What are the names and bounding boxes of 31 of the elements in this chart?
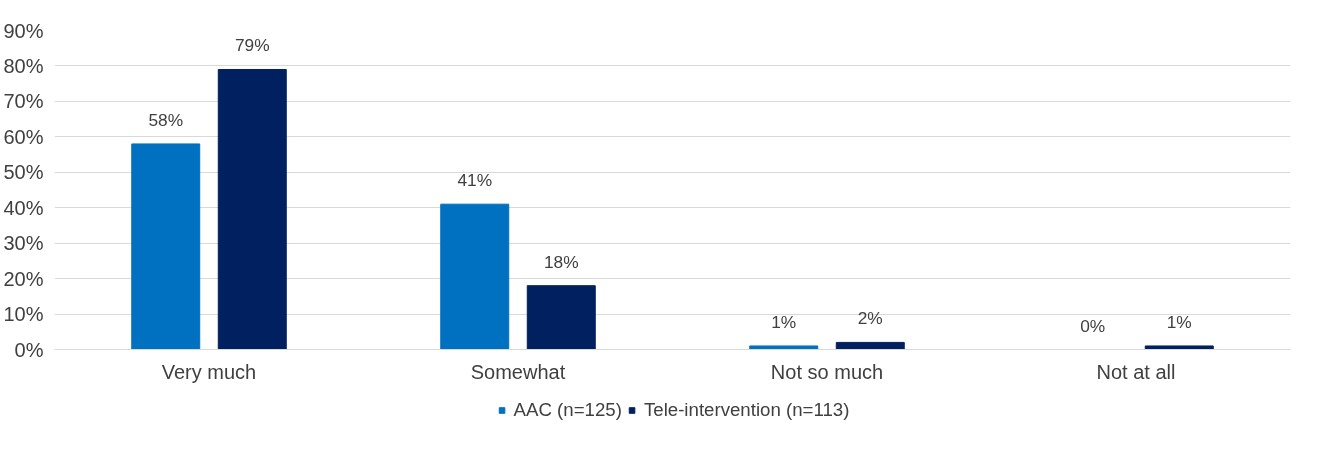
bar bbox=[1144, 345, 1214, 350]
bar bbox=[217, 68, 287, 350]
y-tick-label: 80% bbox=[3, 54, 44, 77]
data-label: 18% bbox=[543, 251, 579, 272]
data-label: 41% bbox=[457, 170, 493, 191]
bar bbox=[835, 341, 905, 350]
data-label: 1% bbox=[771, 311, 797, 332]
x-tick-label: Very much bbox=[161, 360, 257, 383]
y-tick-label: 40% bbox=[3, 196, 44, 219]
legend-label: AAC (n=125) bbox=[513, 399, 622, 421]
data-label: 2% bbox=[857, 308, 883, 329]
y-tick-label: 20% bbox=[3, 267, 44, 290]
data-label: 58% bbox=[148, 109, 184, 130]
x-tick-label: Not at all bbox=[1096, 360, 1176, 383]
y-tick-label: 50% bbox=[3, 161, 44, 184]
y-tick-label: 0% bbox=[14, 338, 44, 361]
bar bbox=[526, 285, 596, 350]
x-tick-label: Somewhat bbox=[470, 360, 566, 383]
bar bbox=[440, 203, 510, 350]
bar bbox=[131, 143, 201, 350]
data-label: 79% bbox=[234, 35, 270, 56]
data-label: 1% bbox=[1166, 311, 1192, 332]
x-tick-label: Not so much bbox=[770, 360, 884, 383]
y-tick-label: 30% bbox=[3, 232, 44, 255]
y-tick-label: 90% bbox=[3, 19, 44, 42]
y-tick-label: 60% bbox=[3, 125, 44, 148]
bar bbox=[749, 345, 819, 350]
y-tick-label: 70% bbox=[3, 90, 44, 113]
y-tick-label: 10% bbox=[3, 303, 44, 326]
legend-label: Tele-intervention (n=113) bbox=[643, 399, 850, 421]
data-label: 0% bbox=[1080, 315, 1106, 336]
